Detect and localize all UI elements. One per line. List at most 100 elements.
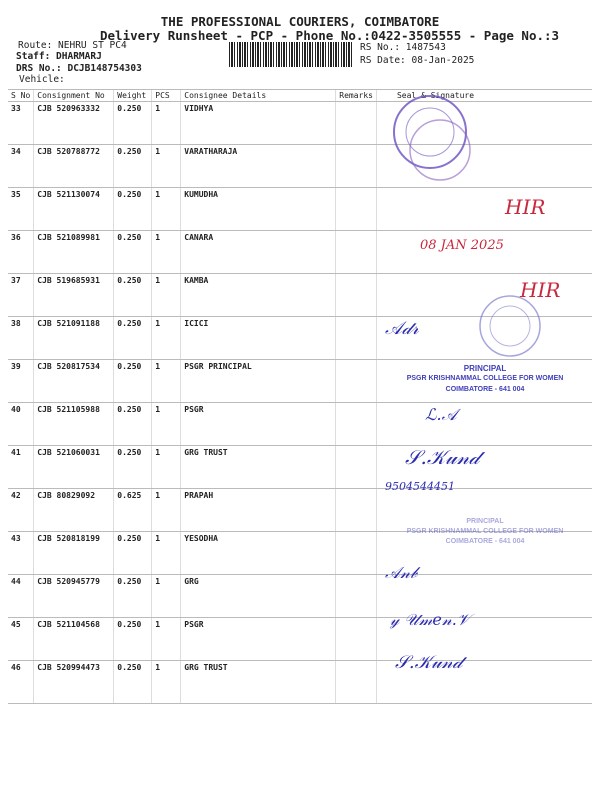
seal-signature-cell (375, 617, 592, 661)
pieces: 1 (151, 574, 181, 618)
seal-signature-cell (375, 359, 592, 403)
pieces: 1 (151, 660, 181, 704)
table-row: 40 CJB 521105988 0.250 1 PSGR (8, 402, 592, 446)
consignee: KAMBA (180, 273, 336, 317)
table-row: 36 CJB 521089981 0.250 1 CANARA (8, 230, 592, 274)
remarks-cell (335, 402, 377, 446)
signature-grg-trust-2: 𝒮.𝒦𝓊𝓃𝒹 (395, 652, 462, 673)
table-row: 37 CJB 519685931 0.250 1 KAMBA (8, 273, 592, 317)
col-consignment: Consignment No (33, 89, 114, 102)
consignee: GRG TRUST (180, 660, 336, 704)
serial-number: 39 (8, 359, 34, 403)
remarks-cell (335, 660, 377, 704)
serial-number: 36 (8, 230, 34, 274)
pieces: 1 (151, 531, 181, 575)
seal-signature-cell (375, 488, 592, 532)
signature-grg-trust: 𝒮.𝒦𝓊𝓃𝒹 (405, 445, 480, 469)
pieces: 1 (151, 230, 181, 274)
consignment-number: CJB 521089981 (33, 230, 114, 274)
table-row: 46 CJB 520994473 0.250 1 GRG TRUST (8, 660, 592, 704)
serial-number: 45 (8, 617, 34, 661)
signature-psgr-2: 𝓎 𝒰𝓂𝑒𝓃.𝒱 (390, 610, 471, 629)
serial-number: 37 (8, 273, 34, 317)
date-stamp: 08 JAN 2025 (420, 238, 504, 253)
stamp-city: COIMBATORE - 641 004 (445, 386, 525, 393)
consignee: PSGR PRINCIPAL (180, 359, 336, 403)
table-row: 33 CJB 520963332 0.250 1 VIDHYA (8, 101, 592, 145)
consignment-number: CJB 521130074 (33, 187, 114, 231)
serial-number: 42 (8, 488, 34, 532)
table-row: 41 CJB 521060031 0.250 1 GRG TRUST (8, 445, 592, 489)
pieces: 1 (151, 101, 181, 145)
pieces: 1 (151, 273, 181, 317)
rs-date: RS Date: 08-Jan-2025 (360, 55, 475, 66)
consignment-number: CJB 520963332 (33, 101, 114, 145)
serial-number: 34 (8, 144, 34, 188)
seal-signature-cell (375, 531, 592, 575)
round-seal-stamp (393, 95, 471, 181)
consignee: GRG TRUST (180, 445, 336, 489)
consignee: PSGR (180, 617, 336, 661)
weight: 0.250 (113, 316, 152, 360)
table-header: S No Consignment No Weight PCS Consignee… (8, 89, 592, 102)
stamp-college: PSGR KRISHNAMMAL COLLEGE FOR WOMEN (406, 375, 564, 382)
pieces: 1 (151, 445, 181, 489)
weight: 0.250 (113, 445, 152, 489)
consignee: ICICI (180, 316, 336, 360)
pieces: 1 (151, 187, 181, 231)
seal-signature-cell (375, 445, 592, 489)
consignment-number: CJB 80829092 (33, 488, 114, 532)
remarks-cell (335, 144, 377, 188)
hir-mark: HIR (505, 195, 546, 219)
drs-number: DRS No.: DCJB148754303 (16, 63, 142, 74)
table-row: 43 CJB 520818199 0.250 1 YESODHA (8, 531, 592, 575)
remarks-cell (335, 230, 377, 274)
table-row: 34 CJB 520788772 0.250 1 VARATHARAJA (8, 144, 592, 188)
barcode (229, 42, 354, 67)
weight: 0.250 (113, 359, 152, 403)
weight: 0.250 (113, 187, 152, 231)
weight: 0.250 (113, 617, 152, 661)
consignment-number: CJB 521104568 (33, 617, 114, 661)
round-seal-stamp-2 (479, 295, 541, 357)
col-consignee: Consignee Details (180, 89, 336, 102)
runsheet-table: S No Consignment No Weight PCS Consignee… (8, 89, 592, 704)
weight: 0.250 (113, 531, 152, 575)
signature-prapah: 9504544451 (385, 480, 455, 493)
table-row: 39 CJB 520817534 0.250 1 PSGR PRINCIPAL (8, 359, 592, 403)
staff: Staff: DHARMARJ (16, 51, 102, 62)
table-row: 44 CJB 520945779 0.250 1 GRG (8, 574, 592, 618)
serial-number: 41 (8, 445, 34, 489)
weight: 0.250 (113, 101, 152, 145)
seal-signature-cell (375, 144, 592, 188)
col-sno: S No (8, 89, 34, 102)
consignment-number: CJB 520788772 (33, 144, 114, 188)
signature-grg: 𝒜𝓃𝒷 (385, 563, 417, 582)
consignee: CANARA (180, 230, 336, 274)
weight: 0.250 (113, 402, 152, 446)
remarks-cell (335, 359, 377, 403)
seal-signature-cell (375, 316, 592, 360)
col-weight: Weight (113, 89, 152, 102)
seal-signature-cell (375, 402, 592, 446)
consignee: VARATHARAJA (180, 144, 336, 188)
table-row: 35 CJB 521130074 0.250 1 KUMUDHA (8, 187, 592, 231)
vehicle: Vehicle: (19, 74, 65, 85)
seal-signature-cell (375, 660, 592, 704)
consignment-number: CJB 521060031 (33, 445, 114, 489)
hir-mark-2: HIR (520, 278, 561, 302)
pieces: 1 (151, 617, 181, 661)
col-pcs: PCS (151, 89, 181, 102)
consignee: PRAPAH (180, 488, 336, 532)
runsheet-subtitle: Delivery Runsheet - PCP - Phone No.:0422… (100, 28, 560, 43)
consignee: VIDHYA (180, 101, 336, 145)
route: Route: NEHRU ST PC4 (18, 40, 127, 51)
consignment-number: CJB 521105988 (33, 402, 114, 446)
consignee: GRG (180, 574, 336, 618)
weight: 0.250 (113, 660, 152, 704)
serial-number: 44 (8, 574, 34, 618)
consignment-number: CJB 520818199 (33, 531, 114, 575)
stamp-city-faded: COIMBATORE - 641 004 (445, 538, 525, 545)
remarks-cell (335, 617, 377, 661)
serial-number: 33 (8, 101, 34, 145)
